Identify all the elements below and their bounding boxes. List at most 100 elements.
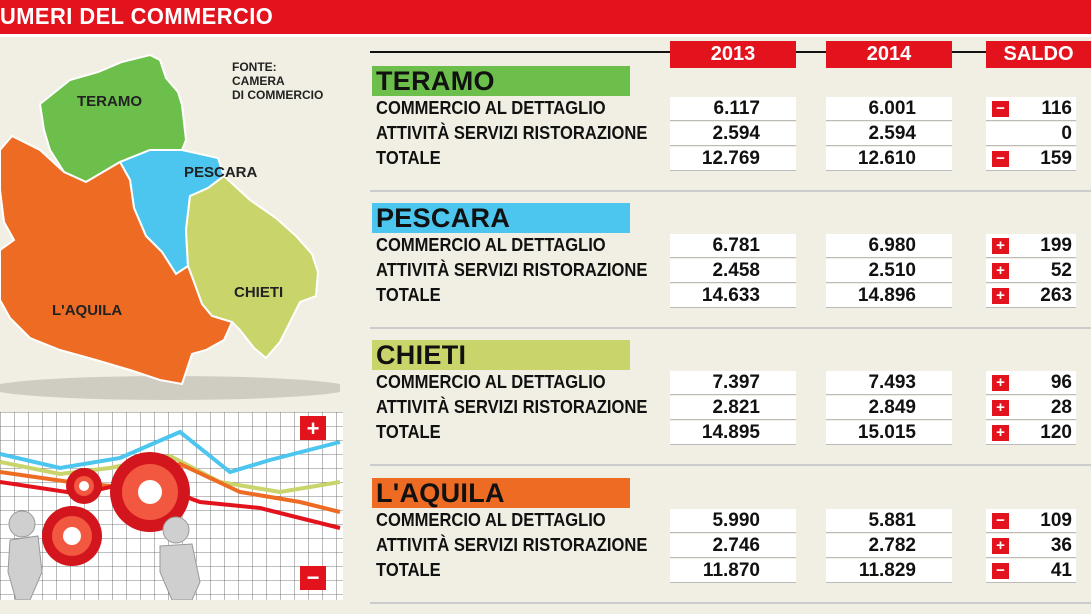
value-2013: 2.594 xyxy=(670,122,796,146)
value-2014: 7.493 xyxy=(826,371,952,395)
map-label-chieti: CHIETI xyxy=(234,284,284,301)
gear-icon-small xyxy=(66,468,102,504)
saldo-cell: − 41 xyxy=(986,559,1076,583)
gear-icon-medium xyxy=(42,506,102,566)
value-2014: 5.881 xyxy=(826,509,952,533)
value-2013: 14.633 xyxy=(670,284,796,308)
saldo-value: 0 xyxy=(1061,123,1072,144)
value-2014: 12.610 xyxy=(826,147,952,171)
saldo-cell: +52 xyxy=(986,259,1076,283)
section-separator xyxy=(370,464,1091,466)
value-2014: 15.015 xyxy=(826,421,952,445)
minus-sign-icon: − xyxy=(992,101,1009,117)
section-separator xyxy=(370,602,1091,604)
map-label-teramo: TERAMO xyxy=(77,93,142,110)
value-2013: 11.870 xyxy=(670,559,796,583)
minus-sign-icon: − xyxy=(992,513,1009,529)
plus-badge-box xyxy=(300,416,326,440)
map-shadow xyxy=(0,376,340,400)
value-2013: 2.821 xyxy=(670,396,796,420)
value-2013: 5.990 xyxy=(670,509,796,533)
value-2013: 14.895 xyxy=(670,421,796,445)
source-line-2: CAMERA xyxy=(232,74,285,88)
saldo-cell: − 116 xyxy=(986,97,1076,121)
value-2014: 2.594 xyxy=(826,122,952,146)
row-label: COMMERCIO AL DETTAGLIO xyxy=(376,510,606,530)
plus-sign-icon: + xyxy=(992,425,1009,441)
value-2014: 6.001 xyxy=(826,97,952,121)
source-line-1: FONTE: xyxy=(232,60,277,74)
section-title: CHIETI xyxy=(372,340,630,370)
gear-icon-large xyxy=(110,452,190,532)
saldo-cell: − 159 xyxy=(986,147,1076,171)
section-separator xyxy=(370,190,1091,192)
saldo-cell: − 109 xyxy=(986,509,1076,533)
source-note: FONTE: CAMERA DI COMMERCIO xyxy=(232,60,323,102)
section-separator xyxy=(370,327,1091,329)
abruzzo-map xyxy=(0,53,340,400)
page-title: UMERI DEL COMMERCIO xyxy=(0,3,274,29)
row-label: ATTIVITÀ SERVIZI RISTORAZIONE xyxy=(376,397,648,417)
plus-badge-icon: + xyxy=(307,416,320,441)
plus-sign-icon: + xyxy=(992,288,1009,304)
saldo-cell: +36 xyxy=(986,534,1076,558)
section-title: PESCARA xyxy=(372,203,630,233)
region-laquila xyxy=(0,134,234,386)
saldo-value: 199 xyxy=(1040,235,1072,256)
value-2014: 14.896 xyxy=(826,284,952,308)
saldo-value: 28 xyxy=(1050,397,1072,418)
row-label: TOTALE xyxy=(376,422,441,442)
title-bar: UMERI DEL COMMERCIO xyxy=(0,0,1091,34)
plus-sign-icon: + xyxy=(992,375,1009,391)
value-2013: 6.781 xyxy=(670,234,796,258)
row-label: COMMERCIO AL DETTAGLIO xyxy=(376,235,606,255)
row-label: ATTIVITÀ SERVIZI RISTORAZIONE xyxy=(376,260,648,280)
row-label: TOTALE xyxy=(376,285,441,305)
saldo-value: 109 xyxy=(1040,510,1072,531)
section-title: L'AQUILA xyxy=(372,478,630,508)
source-line-3: DI COMMERCIO xyxy=(232,88,324,102)
value-2014: 2.510 xyxy=(826,259,952,283)
row-label: TOTALE xyxy=(376,148,441,168)
row-label: ATTIVITÀ SERVIZI RISTORAZIONE xyxy=(376,123,648,143)
map-label-pescara: PESCARA xyxy=(184,164,258,181)
row-label: TOTALE xyxy=(376,560,441,580)
saldo-cell: +120 xyxy=(986,421,1076,445)
saldo-value: 52 xyxy=(1050,260,1072,281)
plus-sign-icon: + xyxy=(992,238,1009,254)
value-2013: 2.746 xyxy=(670,534,796,558)
value-2013: 12.769 xyxy=(670,147,796,171)
saldo-value: 263 xyxy=(1040,285,1072,306)
map-label-aquila: L'AQUILA xyxy=(52,302,123,319)
minus-badge-icon: − xyxy=(307,565,320,590)
illustration-graphic: + − xyxy=(0,412,343,601)
row-label: ATTIVITÀ SERVIZI RISTORAZIONE xyxy=(376,535,648,555)
column-header-saldo: SALDO xyxy=(986,41,1091,68)
saldo-value: 36 xyxy=(1050,535,1072,556)
saldo-cell: +96 xyxy=(986,371,1076,395)
saldo-value: 116 xyxy=(1041,98,1072,119)
value-2014: 6.980 xyxy=(826,234,952,258)
row-label: COMMERCIO AL DETTAGLIO xyxy=(376,98,606,118)
saldo-value: 96 xyxy=(1050,372,1072,393)
figure-left-icon xyxy=(7,510,43,601)
saldo-value: 120 xyxy=(1040,422,1072,443)
saldo-value: 41 xyxy=(1050,560,1072,581)
saldo-value: 159 xyxy=(1040,148,1072,169)
value-2013: 6.117 xyxy=(670,97,796,121)
minus-sign-icon: − xyxy=(992,151,1009,167)
saldo-cell: +28 xyxy=(986,396,1076,420)
value-2013: 7.397 xyxy=(670,371,796,395)
row-label: COMMERCIO AL DETTAGLIO xyxy=(376,372,606,392)
column-header-2014: 2014 xyxy=(826,41,952,68)
value-2014: 11.829 xyxy=(826,559,952,583)
value-2014: 2.782 xyxy=(826,534,952,558)
saldo-cell: +263 xyxy=(986,284,1076,308)
value-2013: 2.458 xyxy=(670,259,796,283)
minus-badge-box xyxy=(300,566,326,590)
title-underline xyxy=(0,34,1091,37)
gears-illustration: + − xyxy=(0,412,343,601)
plus-sign-icon: + xyxy=(992,538,1009,554)
saldo-cell: 0 xyxy=(986,122,1076,146)
plus-sign-icon: + xyxy=(992,400,1009,416)
